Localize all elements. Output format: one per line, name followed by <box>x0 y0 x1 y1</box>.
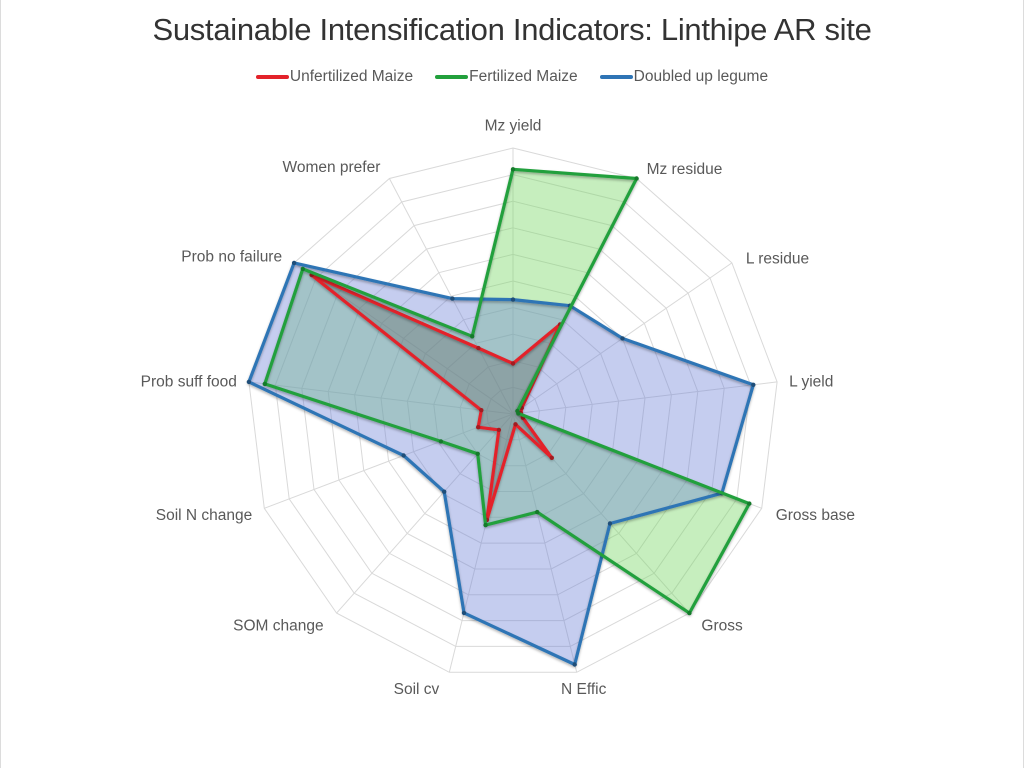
axis-label-4: Gross base <box>776 507 855 524</box>
axis-label-5: Gross <box>701 618 743 635</box>
axis-label-7: Soil cv <box>394 681 440 698</box>
series-fill-1 <box>264 169 750 614</box>
axis-label-9: Soil N change <box>156 507 253 524</box>
axis-label-10: Prob suff food <box>141 373 237 390</box>
legend-swatch-icon <box>255 75 289 79</box>
legend-item-1: Unfertilized Maize <box>255 68 414 86</box>
axis-label-0: Mz yield <box>485 118 542 135</box>
axis-label-1: Mz residue <box>647 161 723 178</box>
legend: Unfertilized Maize Fertilized Maize Double… <box>1 68 1023 86</box>
legend-label: Doubled up legume <box>633 68 769 85</box>
chart-title: Sustainable Intensification Indicators: … <box>152 12 872 47</box>
legend-label: Unfertilized Maize <box>289 68 414 85</box>
legend-item-3: Doubled up legume <box>599 68 769 86</box>
legend-swatch-icon <box>599 75 633 79</box>
legend-item-2: Fertilized Maize <box>435 68 578 86</box>
axis-label-2: L residue <box>746 250 809 267</box>
axis-label-6: N Effic <box>561 681 607 698</box>
series-fill-0 <box>311 275 560 520</box>
series-fill-2 <box>248 262 754 665</box>
series-markers-1 <box>262 167 752 616</box>
legend-swatch-icon <box>435 75 469 79</box>
series-line-2 <box>247 261 755 667</box>
axis-label-12: Women prefer <box>282 159 380 176</box>
axis-label-3: L yield <box>789 373 833 390</box>
radar-axis-labels: Mz yield Mz residue L residue L yield Gross … <box>141 118 855 698</box>
axis-label-11: Prob no failure <box>181 248 282 265</box>
legend-label: Fertilized Maize <box>469 68 578 85</box>
axis-label-8: SOM change <box>233 618 323 635</box>
